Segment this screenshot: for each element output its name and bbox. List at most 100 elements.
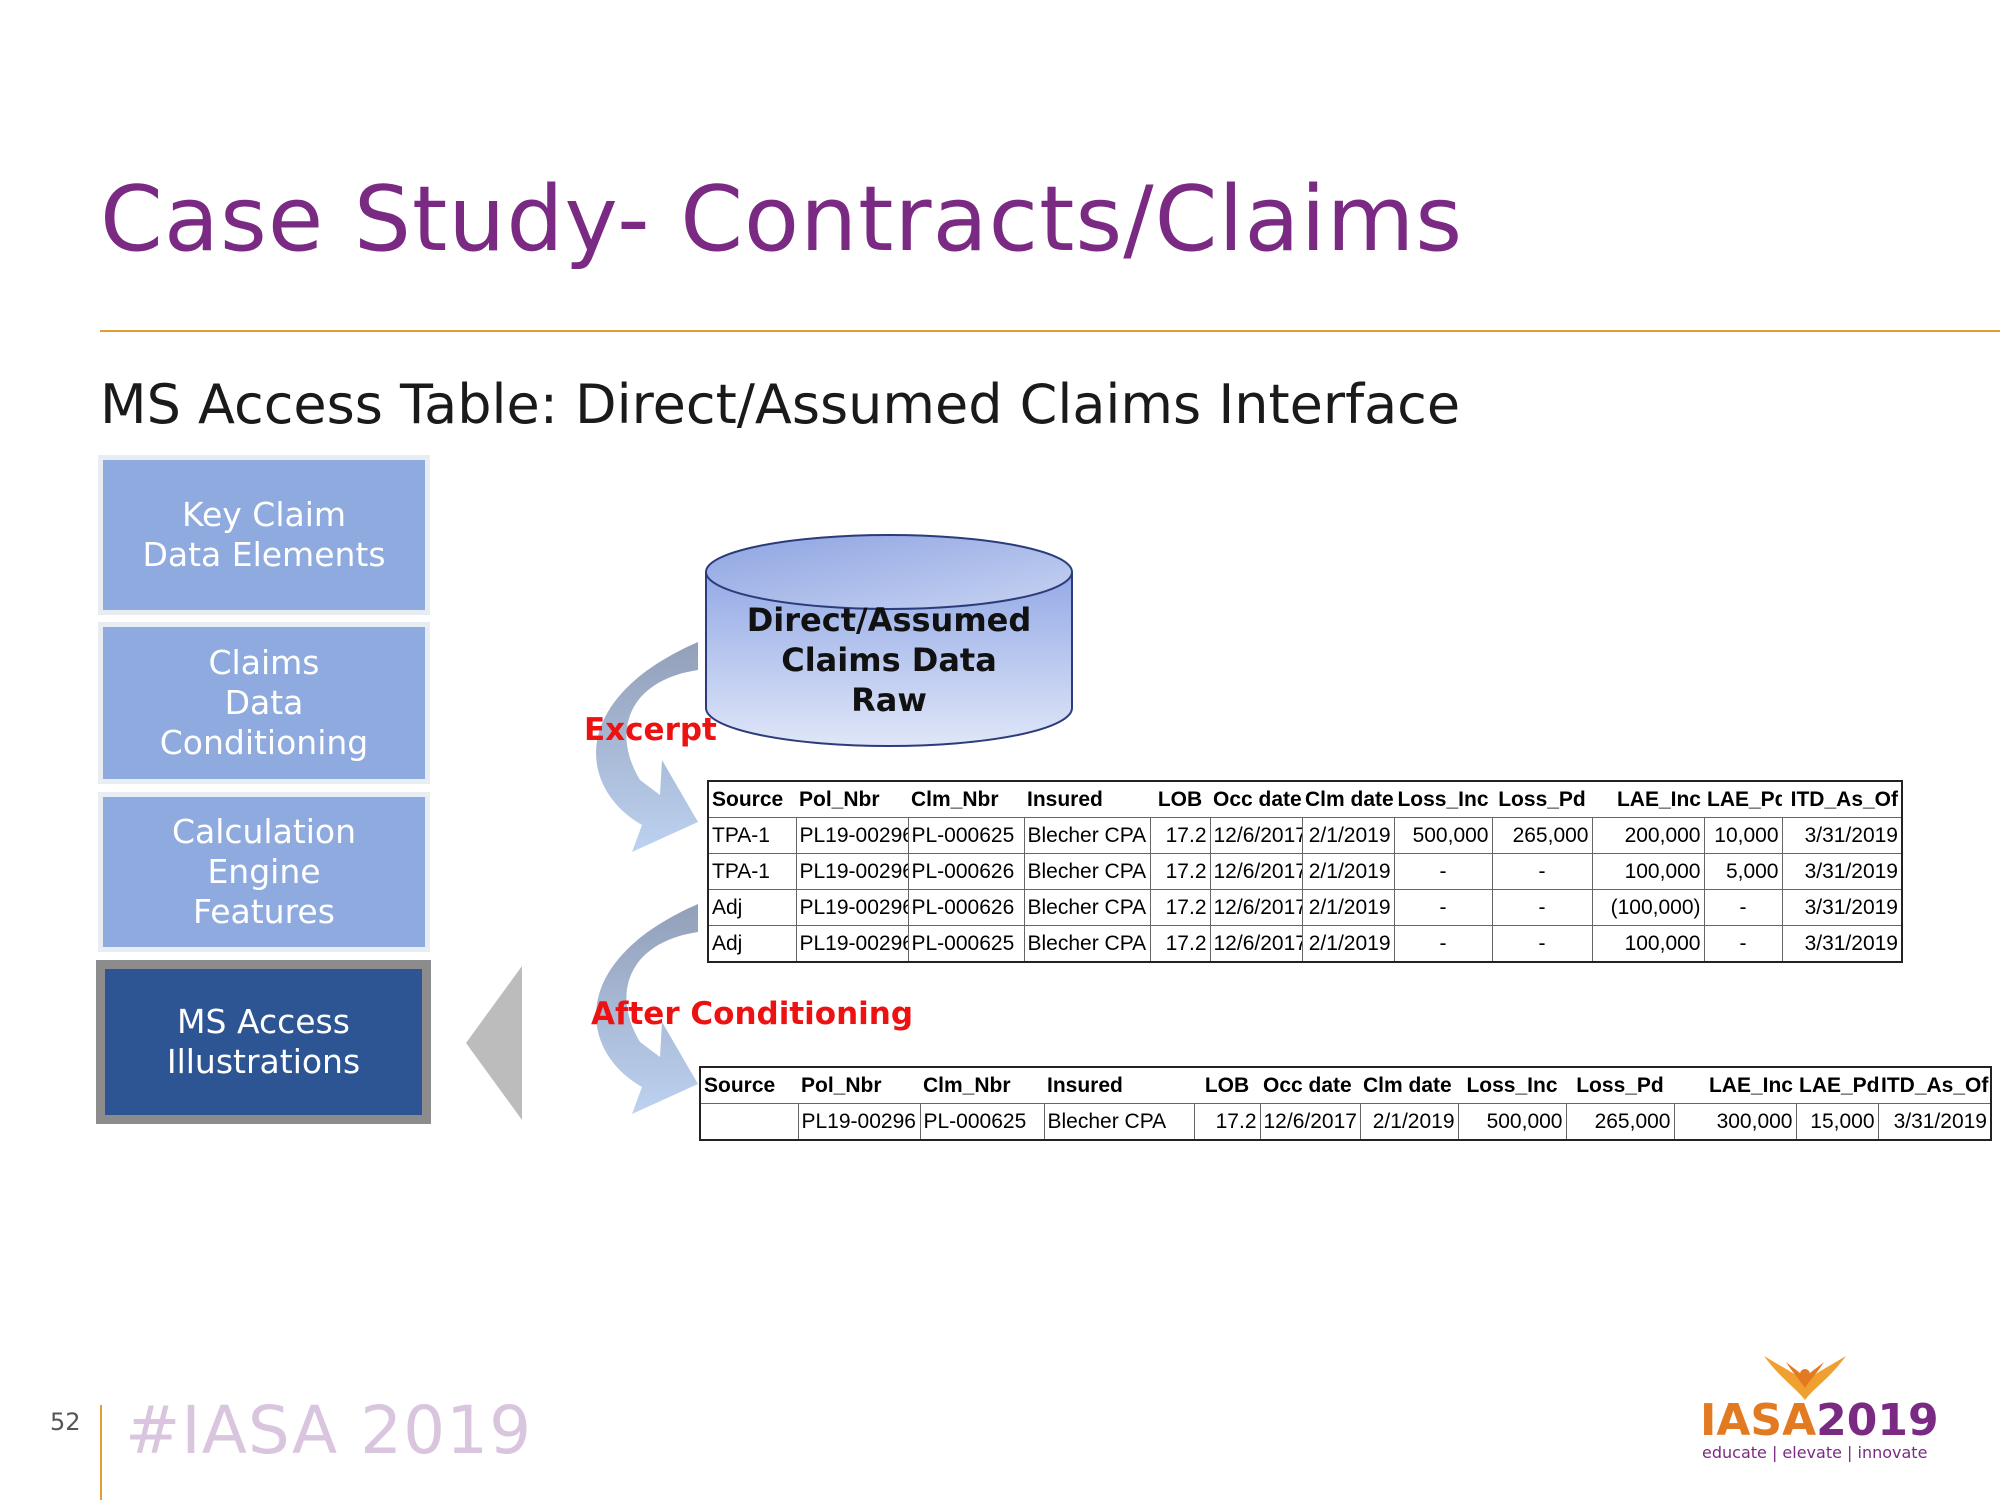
table-cell: 15,000: [1795, 1103, 1879, 1141]
table-cell: 2/1/2019: [1301, 817, 1395, 854]
table-cell: PL-000625: [919, 1103, 1045, 1141]
after-header-row: Source Pol_Nbr Clm_Nbr Insured LOB Occ d…: [700, 1067, 1991, 1104]
table-cell: 3/31/2019: [1781, 853, 1903, 890]
table-row: TPA-1 PL19-00296 PL-000626 Blecher CPA 1…: [707, 853, 1903, 890]
table-cell: 2/1/2019: [1301, 889, 1395, 926]
col-header: Insured: [1044, 1067, 1194, 1104]
table-cell: 17.2: [1193, 1103, 1261, 1141]
title-divider: [100, 330, 2000, 332]
col-header: LAE_Pd: [1796, 1067, 1878, 1104]
table-cell: PL-000626: [907, 853, 1025, 890]
after-conditioning-label: After Conditioning: [591, 996, 914, 1032]
table-cell: -: [1491, 889, 1593, 926]
table-cell: -: [1703, 889, 1783, 926]
table-cell: Adj: [707, 925, 797, 963]
nav-claims-data-conditioning[interactable]: Claims Data Conditioning: [98, 622, 430, 784]
table-cell: PL19-00296: [795, 853, 909, 890]
table-cell: Adj: [707, 889, 797, 926]
page-number: 52: [50, 1408, 81, 1436]
table-row: PL19-00296 PL-000625 Blecher CPA 17.2 12…: [699, 1103, 1992, 1141]
table-row: Adj PL19-00296 PL-000625 Blecher CPA 17.…: [707, 925, 1903, 963]
table-cell: PL-000625: [907, 925, 1025, 963]
table-cell: [699, 1103, 799, 1141]
col-header: Loss_Inc: [1394, 781, 1492, 818]
after-conditioning-table: Source Pol_Nbr Clm_Nbr Insured LOB Occ d…: [699, 1066, 1992, 1141]
table-cell: 12/6/2017: [1209, 925, 1303, 963]
col-header: ITD_As_Of: [1782, 781, 1902, 818]
col-header: LAE_Pd: [1704, 781, 1782, 818]
table-cell: PL19-00296: [795, 925, 909, 963]
slide-title: Case Study- Contracts/Claims: [100, 167, 1464, 272]
table-cell: 12/6/2017: [1209, 889, 1303, 926]
back-arrow-icon[interactable]: [466, 966, 522, 1120]
nav-key-claim-data-elements[interactable]: Key Claim Data Elements: [98, 455, 430, 615]
database-label: Direct/Assumed Claims Data Raw: [746, 601, 1032, 719]
table-cell: 2/1/2019: [1301, 925, 1395, 963]
table-cell: -: [1393, 853, 1493, 890]
table-cell: PL19-00296: [797, 1103, 921, 1141]
table-cell: 5,000: [1703, 853, 1783, 890]
col-header: Pol_Nbr: [798, 1067, 920, 1104]
table-cell: 100,000: [1591, 925, 1705, 963]
table-cell: PL-000625: [907, 817, 1025, 854]
table-cell: 17.2: [1149, 925, 1211, 963]
col-header: Insured: [1024, 781, 1150, 818]
logo-year-text: 2019: [1816, 1395, 1939, 1446]
table-cell: PL19-00296: [795, 889, 909, 926]
slide-subtitle: MS Access Table: Direct/Assumed Claims I…: [100, 373, 1461, 436]
nav-calculation-engine-features[interactable]: Calculation Engine Features: [98, 792, 430, 952]
table-cell: -: [1393, 889, 1493, 926]
col-header: Source: [700, 1067, 798, 1104]
nav-ms-access-illustrations[interactable]: MS Access Illustrations: [96, 960, 431, 1124]
table-cell: Blecher CPA: [1023, 853, 1151, 890]
table-row: TPA-1 PL19-00296 PL-000625 Blecher CPA 1…: [707, 817, 1903, 854]
table-cell: PL-000626: [907, 889, 1025, 926]
table-cell: 3/31/2019: [1781, 817, 1903, 854]
col-header: LOB: [1194, 1067, 1260, 1104]
table-row: Adj PL19-00296 PL-000626 Blecher CPA 17.…: [707, 889, 1903, 926]
table-cell: 300,000: [1673, 1103, 1797, 1141]
table-cell: 2/1/2019: [1359, 1103, 1459, 1141]
col-header: Clm date: [1360, 1067, 1458, 1104]
table-cell: 200,000: [1591, 817, 1705, 854]
table-cell: Blecher CPA: [1023, 817, 1151, 854]
table-cell: 500,000: [1457, 1103, 1567, 1141]
col-header: LAE_Inc: [1592, 781, 1704, 818]
col-header: Loss_Pd: [1566, 1067, 1674, 1104]
table-cell: 12/6/2017: [1259, 1103, 1361, 1141]
table-cell: 265,000: [1565, 1103, 1675, 1141]
table-cell: 12/6/2017: [1209, 853, 1303, 890]
excerpt-table: Source Pol_Nbr Clm_Nbr Insured LOB Occ d…: [707, 780, 1903, 963]
table-cell: 3/31/2019: [1781, 925, 1903, 963]
col-header: LOB: [1150, 781, 1210, 818]
iasa-logo: IASA2019: [1700, 1395, 1939, 1446]
col-header: Occ date: [1260, 1067, 1360, 1104]
col-header: Occ date: [1210, 781, 1302, 818]
table-cell: (100,000): [1591, 889, 1705, 926]
col-header: LAE_Inc: [1674, 1067, 1796, 1104]
logo-iasa-text: IASA: [1700, 1395, 1817, 1446]
col-header: Clm date: [1302, 781, 1394, 818]
logo-tagline: educate | elevate | innovate: [1702, 1443, 1928, 1462]
table-cell: TPA-1: [707, 817, 797, 854]
after-curved-arrow-icon: [596, 904, 698, 1114]
table-cell: Blecher CPA: [1043, 1103, 1195, 1141]
table-cell: 3/31/2019: [1877, 1103, 1992, 1141]
nav-label: Claims Data Conditioning: [159, 643, 369, 762]
col-header: Pol_Nbr: [796, 781, 908, 818]
table-cell: 17.2: [1149, 889, 1211, 926]
table-cell: 2/1/2019: [1301, 853, 1395, 890]
table-cell: 500,000: [1393, 817, 1493, 854]
table-cell: -: [1491, 925, 1593, 963]
nav-label: MS Access Illustrations: [166, 1002, 361, 1081]
table-cell: 17.2: [1149, 853, 1211, 890]
col-header: Loss_Inc: [1458, 1067, 1566, 1104]
table-cell: Blecher CPA: [1023, 889, 1151, 926]
table-cell: 10,000: [1703, 817, 1783, 854]
excerpt-header-row: Source Pol_Nbr Clm_Nbr Insured LOB Occ d…: [708, 781, 1902, 818]
table-cell: 265,000: [1491, 817, 1593, 854]
nav-label: Key Claim Data Elements: [142, 495, 386, 574]
nav-label: Calculation Engine Features: [171, 812, 357, 931]
table-cell: 3/31/2019: [1781, 889, 1903, 926]
col-header: Clm_Nbr: [920, 1067, 1044, 1104]
